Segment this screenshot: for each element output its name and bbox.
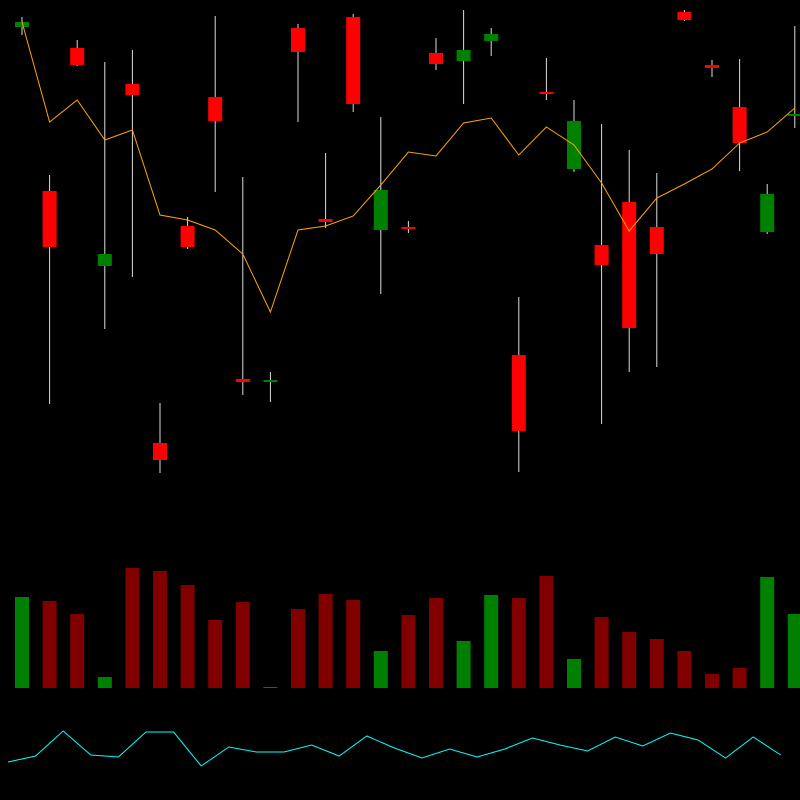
volume-bar <box>263 687 278 688</box>
candle-body <box>787 114 800 116</box>
candle-body <box>511 355 526 431</box>
candle-body <box>622 202 637 328</box>
candle-body <box>125 84 140 95</box>
volume-bar <box>125 568 140 688</box>
indicator-line <box>7 730 782 767</box>
volume-bar <box>732 668 747 688</box>
volume-bar <box>97 677 112 688</box>
volume-bar <box>153 571 167 688</box>
candle-body <box>732 107 747 143</box>
candle-body <box>677 12 692 20</box>
volume-bar <box>235 602 250 688</box>
volume-bar <box>760 577 775 688</box>
candle-body <box>318 219 333 222</box>
volume-bar <box>677 651 692 688</box>
volume-bar <box>401 615 416 688</box>
volume-bar <box>567 659 581 688</box>
volume-bar <box>291 609 305 688</box>
candle-body <box>401 227 416 229</box>
candle-body <box>484 34 499 41</box>
volume-bar <box>787 614 800 688</box>
volume-bar <box>511 598 526 688</box>
candle-body <box>15 22 29 27</box>
candle-body <box>705 65 719 68</box>
candle-body <box>429 53 443 64</box>
candle-body <box>208 97 223 121</box>
candle-body <box>42 191 57 247</box>
candle-body <box>373 190 388 230</box>
volume-bar <box>318 594 333 688</box>
candle-body <box>594 245 609 265</box>
volume-bar <box>539 576 554 688</box>
volume-bar <box>649 639 664 688</box>
volume-bar <box>15 597 29 688</box>
candle-body <box>346 17 361 104</box>
volume-bar <box>594 617 609 688</box>
volume-bar <box>456 641 471 688</box>
volume-bar <box>705 674 719 688</box>
candle-body <box>180 226 195 247</box>
candle-body <box>153 443 167 460</box>
candle-body <box>760 194 775 232</box>
volume-bar <box>622 632 637 688</box>
candle-body <box>97 254 112 266</box>
volume-bar <box>70 614 85 688</box>
volume-bar <box>208 620 223 688</box>
volume-bar <box>180 585 195 688</box>
candle-body <box>649 227 664 254</box>
volume-bar <box>42 601 57 688</box>
volume-bar <box>346 600 361 688</box>
volume-bar <box>373 651 388 688</box>
moving-average-line <box>21 21 796 314</box>
candle-body <box>235 379 250 382</box>
candle-body <box>539 92 554 94</box>
volume-bar <box>484 595 499 688</box>
candle-body <box>263 380 278 382</box>
volume-bar <box>429 598 443 688</box>
candle-body <box>70 48 85 65</box>
candle-body <box>291 28 305 52</box>
candle-body <box>456 50 471 61</box>
